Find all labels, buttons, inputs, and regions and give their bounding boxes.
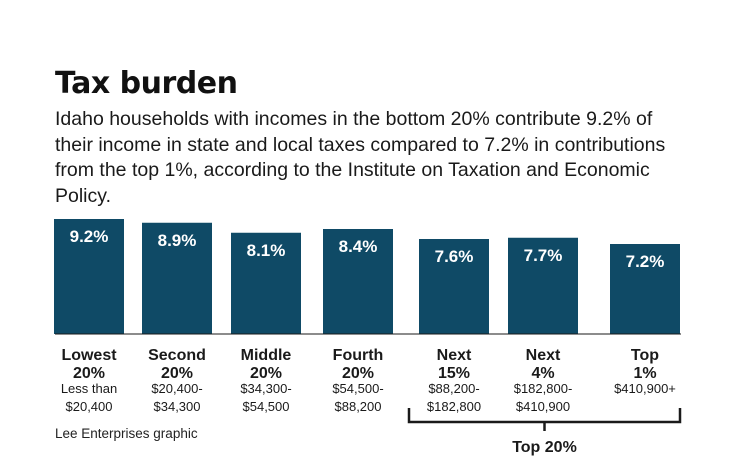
- income-range-label: $182,800: [427, 399, 481, 414]
- income-range-label: $88,200-: [428, 381, 479, 396]
- category-label: 15%: [438, 365, 470, 382]
- bar-value-label: 7.6%: [435, 247, 474, 266]
- bar: [508, 237, 578, 334]
- income-range-label: $88,200: [335, 399, 382, 414]
- bracket-label: Top 20%: [512, 439, 577, 456]
- bar: [610, 244, 680, 334]
- category-label: 1%: [633, 365, 656, 382]
- bar-value-label: 7.7%: [524, 246, 563, 265]
- income-range-label: $410,900+: [614, 381, 676, 396]
- bar-value-label: 8.9%: [158, 231, 197, 250]
- chart-subtitle: Idaho households with incomes in the bot…: [55, 108, 666, 207]
- category-label: 20%: [250, 365, 282, 382]
- income-range-label: $182,800-: [514, 381, 573, 396]
- income-range-label: $20,400: [66, 399, 113, 414]
- credit-line: Lee Enterprises graphic: [55, 426, 198, 441]
- category-label: 20%: [161, 365, 193, 382]
- category-label: Fourth: [333, 347, 384, 364]
- bar-value-label: 8.1%: [247, 241, 286, 260]
- bar: [54, 219, 124, 334]
- income-range-label: $410,900: [516, 399, 570, 414]
- bar-value-label: 7.2%: [626, 252, 665, 271]
- category-label: Next: [526, 347, 561, 364]
- category-label: Second: [148, 347, 206, 364]
- income-range-label: $20,400-: [151, 381, 202, 396]
- category-label: 4%: [531, 365, 554, 382]
- category-label: Lowest: [61, 347, 117, 364]
- category-label: 20%: [342, 365, 374, 382]
- category-label: Middle: [241, 347, 292, 364]
- bar: [142, 222, 212, 334]
- income-range-label: $54,500-: [332, 381, 383, 396]
- category-label: 20%: [73, 365, 105, 382]
- category-label: Next: [437, 347, 472, 364]
- chart-title: Tax burden: [55, 66, 238, 101]
- income-range-label: Less than: [61, 381, 117, 396]
- income-range-label: $34,300-: [240, 381, 291, 396]
- bar: [231, 232, 301, 334]
- bar: [419, 239, 489, 334]
- income-range-label: $54,500: [243, 399, 290, 414]
- income-range-label: $34,300: [154, 399, 201, 414]
- bar-value-label: 8.4%: [339, 237, 378, 256]
- bar: [323, 229, 393, 334]
- bar-value-label: 9.2%: [70, 227, 109, 246]
- category-label: Top: [631, 347, 659, 364]
